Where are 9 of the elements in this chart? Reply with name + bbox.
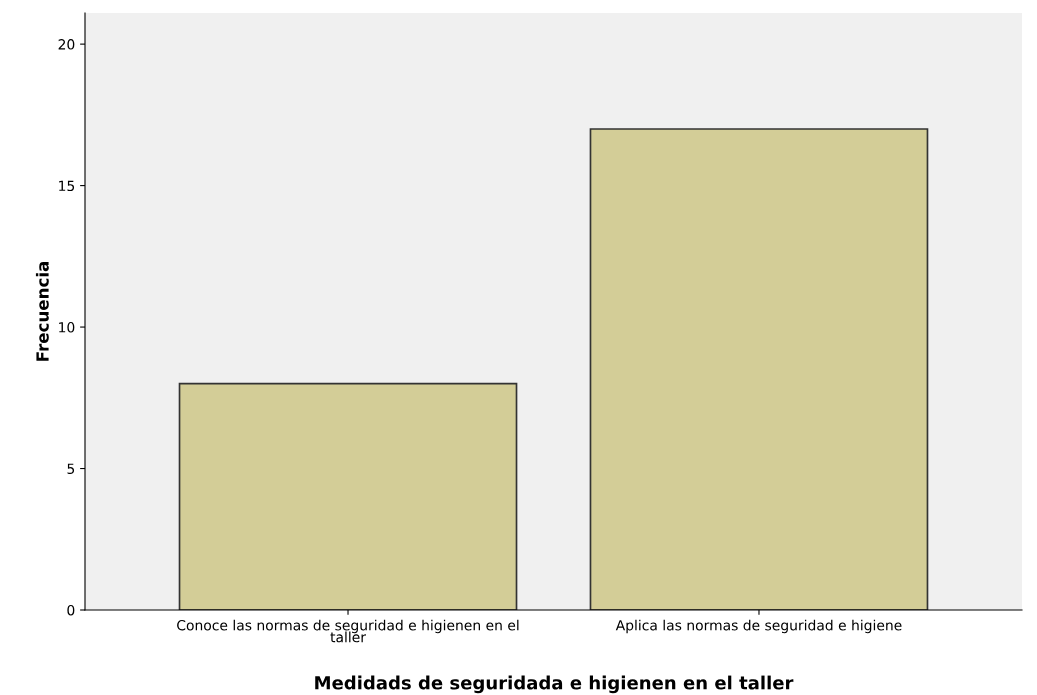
- x-axis-title: Medidads de seguridada e higienen en el taller: [315, 675, 794, 694]
- y-tick-label: 10: [59, 322, 75, 333]
- x-tick-label: Aplica las normas de seguridad e higiene: [615, 619, 902, 634]
- x-tick-label: Conoce las normas de seguridad e higienen en el taller: [177, 619, 519, 643]
- y-tick-label: 5: [67, 463, 75, 474]
- y-tick-label: 15: [59, 180, 75, 192]
- y-tick-label: 0: [67, 604, 75, 616]
- y-tick-label: 20: [58, 39, 75, 50]
- y-axis-title: Frecuencia: [35, 262, 49, 361]
